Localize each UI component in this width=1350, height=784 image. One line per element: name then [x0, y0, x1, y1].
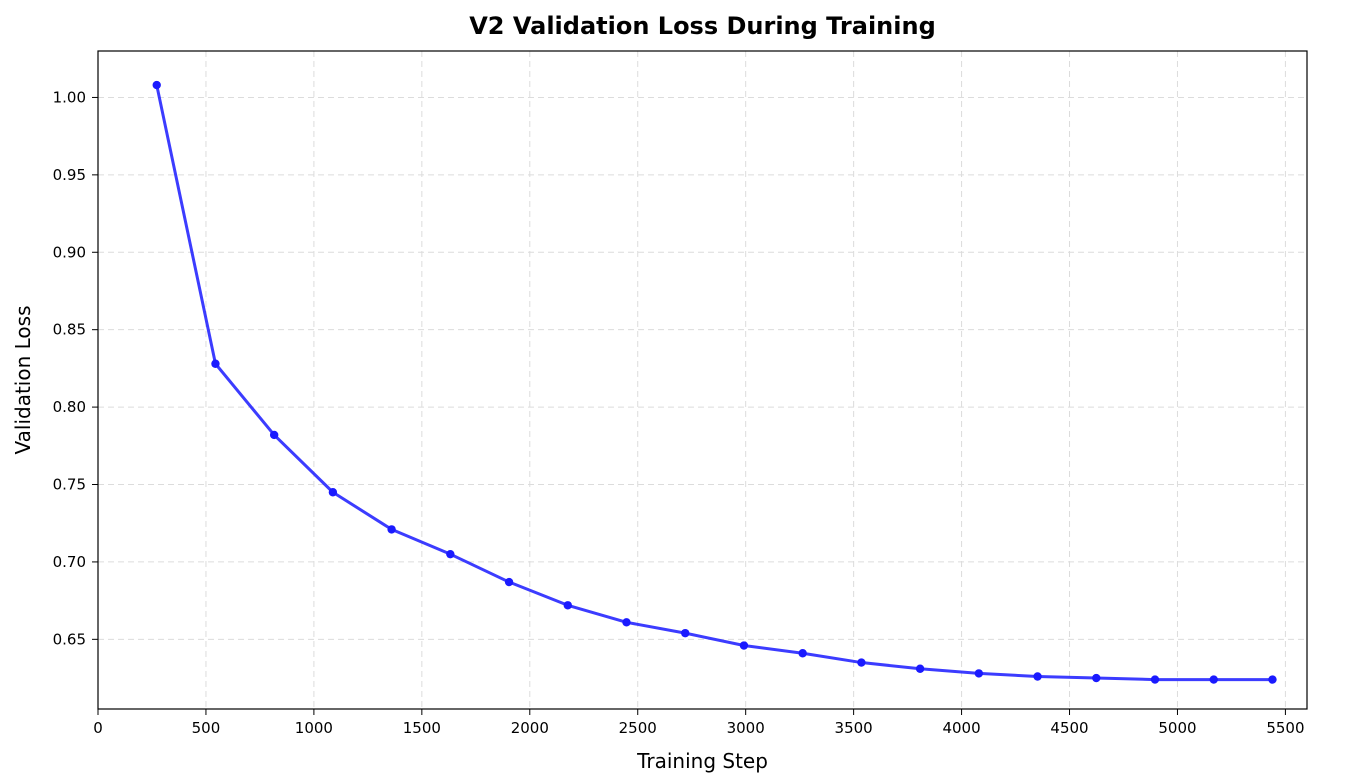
- plot-frame: [97, 50, 1308, 710]
- data-point: [681, 628, 690, 638]
- series-marker-layer: [152, 80, 1277, 684]
- chart-title: V2 Validation Loss During Training: [469, 12, 936, 40]
- x-axis-ticks: 0 500 1000 1500 2000 2500 3000 3500 4000 4500 5000…: [93, 709, 1305, 737]
- x-tick-label: 2000: [511, 719, 549, 737]
- data-point: [328, 488, 338, 497]
- series-line-layer: [155, 83, 1274, 682]
- data-point: [798, 649, 807, 658]
- y-tick-label: 0.70: [53, 553, 86, 571]
- y-tick-label: 0.65: [53, 630, 86, 648]
- grid: [97, 51, 1307, 709]
- x-tick-label: 1500: [403, 719, 441, 737]
- data-point: [269, 430, 279, 440]
- y-axis-label: Validation Loss: [11, 306, 35, 455]
- y-tick-label: 0.85: [53, 321, 86, 339]
- data-point: [974, 669, 984, 678]
- data-point: [1268, 675, 1277, 684]
- y-axis-ticks: 0.65 0.70 0.75 0.80 0.85 0.90 0.95 1.00: [53, 88, 98, 648]
- x-tick-label: 4000: [942, 719, 980, 737]
- data-point: [915, 664, 925, 673]
- x-tick-label: 0: [93, 719, 103, 737]
- data-point: [152, 80, 161, 90]
- y-tick-label: 0.80: [53, 398, 86, 416]
- data-point: [446, 549, 455, 559]
- series-line: [155, 83, 1274, 682]
- y-tick-label: 0.75: [53, 476, 86, 494]
- data-point: [739, 641, 749, 650]
- data-point: [1150, 675, 1160, 684]
- data-point: [622, 618, 631, 627]
- data-point: [387, 525, 396, 534]
- x-axis-label: Training Step: [636, 749, 768, 773]
- x-tick-label: 4500: [1050, 719, 1088, 737]
- x-tick-label: 5500: [1266, 719, 1304, 737]
- x-tick-label: 2500: [619, 719, 657, 737]
- data-point: [1209, 675, 1218, 684]
- y-tick-label: 0.95: [53, 166, 86, 184]
- x-tick-label: 3000: [727, 719, 765, 737]
- data-point: [1092, 673, 1101, 683]
- data-point: [857, 658, 866, 667]
- data-point: [211, 359, 220, 368]
- data-point: [504, 577, 514, 587]
- y-tick-label: 0.90: [53, 243, 86, 261]
- data-point: [563, 601, 572, 610]
- x-tick-label: 500: [192, 719, 221, 737]
- x-tick-label: 5000: [1158, 719, 1196, 737]
- x-tick-label: 1000: [295, 719, 333, 737]
- y-tick-label: 1.00: [53, 88, 86, 106]
- x-tick-label: 3500: [835, 719, 873, 737]
- data-point: [1033, 672, 1042, 681]
